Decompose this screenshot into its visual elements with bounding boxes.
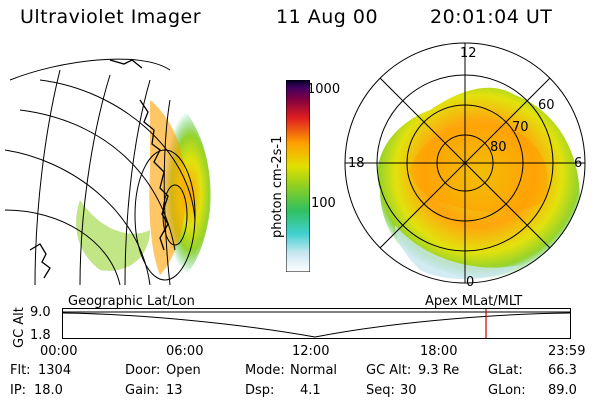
ip-value: 18.0 bbox=[34, 383, 63, 398]
geographic-image bbox=[4, 58, 211, 286]
date-label: 11 Aug 00 bbox=[276, 6, 379, 28]
flt-label: Flt: bbox=[10, 363, 31, 378]
timeline-xtick-0000: 00:00 bbox=[40, 344, 78, 359]
colorbar-unit-label: photon cm-2s-1 bbox=[270, 135, 285, 238]
gc-alt-value: 9.3 Re bbox=[418, 363, 460, 378]
timeline-xtick-2359: 23:59 bbox=[548, 344, 586, 359]
timeline-y-axis-label: GC Alt bbox=[12, 307, 27, 348]
colorbar-tick-1000: 1000 bbox=[307, 82, 341, 97]
timeline-right-label: Apex MLat/MLT bbox=[425, 294, 523, 309]
timeline-xtick-1800: 18:00 bbox=[420, 344, 458, 359]
mlt-label-12: 12 bbox=[460, 46, 477, 61]
mode-label: Mode: bbox=[245, 363, 285, 378]
color-scale-bar bbox=[286, 80, 310, 272]
door-value: Open bbox=[166, 363, 201, 378]
timeline-ytick-9: 9.0 bbox=[30, 305, 51, 320]
gc-alt-label: GC Alt: bbox=[366, 363, 412, 378]
flt-value: 1304 bbox=[38, 363, 72, 378]
door-label: Door: bbox=[125, 363, 161, 378]
mlat-label-60: 60 bbox=[538, 98, 555, 113]
dsp-label: Dsp: bbox=[245, 383, 275, 398]
seq-label: Seq: bbox=[366, 383, 395, 398]
gain-value: 13 bbox=[166, 383, 183, 398]
mode-value: Normal bbox=[290, 363, 338, 378]
glat-value: 66.3 bbox=[548, 363, 577, 378]
mlat-label-70: 70 bbox=[512, 120, 529, 135]
gain-label: Gain: bbox=[125, 383, 160, 398]
instrument-title: Ultraviolet Imager bbox=[20, 6, 202, 28]
altitude-timeline bbox=[62, 308, 571, 339]
dsp-value: 4.1 bbox=[300, 383, 321, 398]
glon-label: GLon: bbox=[488, 383, 526, 398]
polar-mlt-plot bbox=[344, 42, 586, 284]
mlt-label-18: 18 bbox=[348, 156, 365, 171]
glat-label: GLat: bbox=[488, 363, 523, 378]
mlt-label-6: 6 bbox=[574, 156, 583, 171]
mlt-label-0: 0 bbox=[466, 275, 475, 290]
timeline-left-label: Geographic Lat/Lon bbox=[68, 294, 195, 309]
mlat-label-80: 80 bbox=[490, 140, 507, 155]
ip-label: IP: bbox=[10, 383, 27, 398]
seq-value: 30 bbox=[400, 383, 417, 398]
glon-value: 89.0 bbox=[548, 383, 577, 398]
timeline-xtick-0600: 06:00 bbox=[166, 344, 204, 359]
timeline-xtick-1200: 12:00 bbox=[292, 344, 330, 359]
time-label: 20:01:04 UT bbox=[430, 6, 553, 28]
timeline-ytick-1.8: 1.8 bbox=[30, 328, 51, 343]
colorbar-tick-100: 100 bbox=[311, 196, 336, 211]
